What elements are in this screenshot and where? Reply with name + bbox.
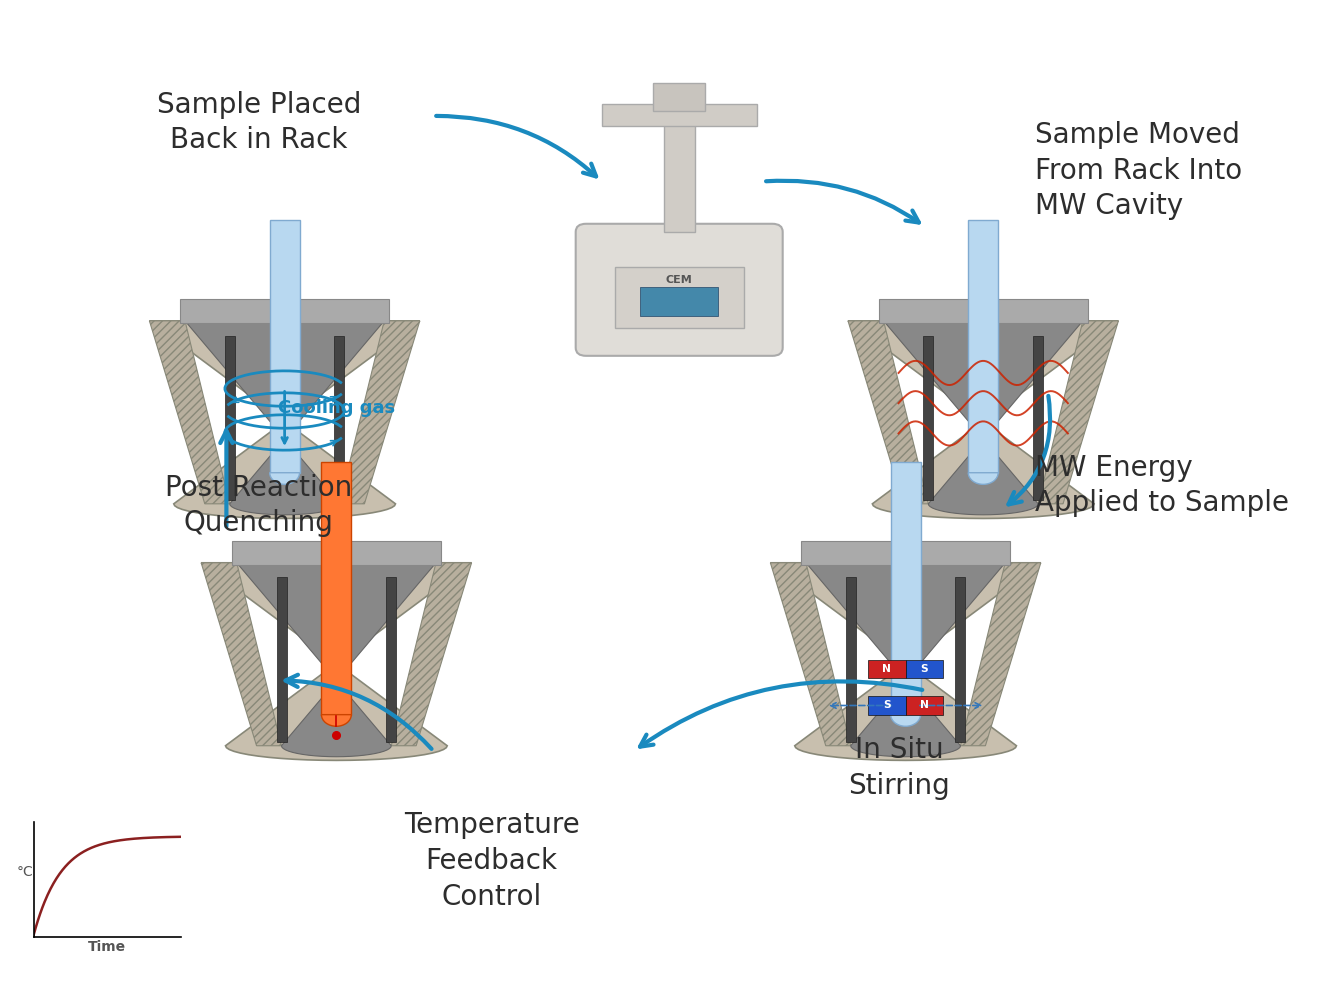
Bar: [923, 336, 934, 500]
Bar: [868, 697, 906, 715]
Bar: [868, 660, 906, 678]
Bar: [322, 462, 351, 715]
Wedge shape: [891, 715, 921, 727]
Text: CEM: CEM: [666, 275, 693, 285]
Bar: [801, 541, 1010, 565]
Text: N: N: [921, 701, 929, 711]
Bar: [615, 267, 744, 328]
Polygon shape: [201, 562, 281, 746]
Text: In Situ
Stirring: In Situ Stirring: [848, 736, 950, 799]
Polygon shape: [185, 321, 385, 515]
Polygon shape: [150, 321, 419, 518]
Bar: [180, 299, 389, 324]
Bar: [386, 578, 397, 742]
Text: S: S: [921, 664, 929, 674]
Text: Cooling gas: Cooling gas: [279, 399, 395, 417]
Bar: [225, 336, 234, 500]
FancyBboxPatch shape: [576, 224, 783, 356]
Bar: [846, 578, 856, 742]
Bar: [602, 104, 757, 126]
X-axis label: Time: Time: [88, 940, 126, 955]
Y-axis label: °C: °C: [17, 866, 34, 879]
Text: Post Reaction
Quenching: Post Reaction Quenching: [165, 474, 352, 537]
Bar: [654, 83, 705, 111]
Polygon shape: [1038, 321, 1119, 504]
Polygon shape: [201, 562, 472, 760]
Wedge shape: [269, 473, 300, 485]
Polygon shape: [848, 321, 929, 504]
Text: Sample Placed
Back in Rack: Sample Placed Back in Rack: [157, 91, 360, 154]
Bar: [955, 578, 965, 742]
Polygon shape: [961, 562, 1041, 746]
Bar: [232, 541, 441, 565]
Bar: [906, 697, 943, 715]
Bar: [335, 336, 344, 500]
Text: Temperature
Feedback
Control: Temperature Feedback Control: [403, 811, 579, 911]
Bar: [663, 111, 694, 232]
Polygon shape: [391, 562, 472, 746]
Polygon shape: [339, 321, 419, 504]
Bar: [269, 221, 300, 473]
Bar: [276, 578, 287, 742]
Polygon shape: [848, 321, 1119, 518]
Polygon shape: [805, 562, 1005, 757]
Bar: [891, 462, 921, 715]
Text: MW Energy
Applied to Sample: MW Energy Applied to Sample: [1034, 454, 1289, 517]
Bar: [969, 221, 998, 473]
Wedge shape: [322, 715, 351, 727]
Wedge shape: [969, 473, 998, 485]
Bar: [879, 299, 1088, 324]
Text: Sample Moved
From Rack Into
MW Cavity: Sample Moved From Rack Into MW Cavity: [1034, 121, 1242, 221]
Text: N: N: [882, 664, 891, 674]
Polygon shape: [770, 562, 1041, 760]
Bar: [906, 660, 943, 678]
Polygon shape: [883, 321, 1083, 515]
Polygon shape: [237, 562, 436, 757]
Bar: [641, 287, 718, 316]
Bar: [1033, 336, 1043, 500]
Text: S: S: [883, 701, 891, 711]
Polygon shape: [770, 562, 851, 746]
Polygon shape: [150, 321, 229, 504]
